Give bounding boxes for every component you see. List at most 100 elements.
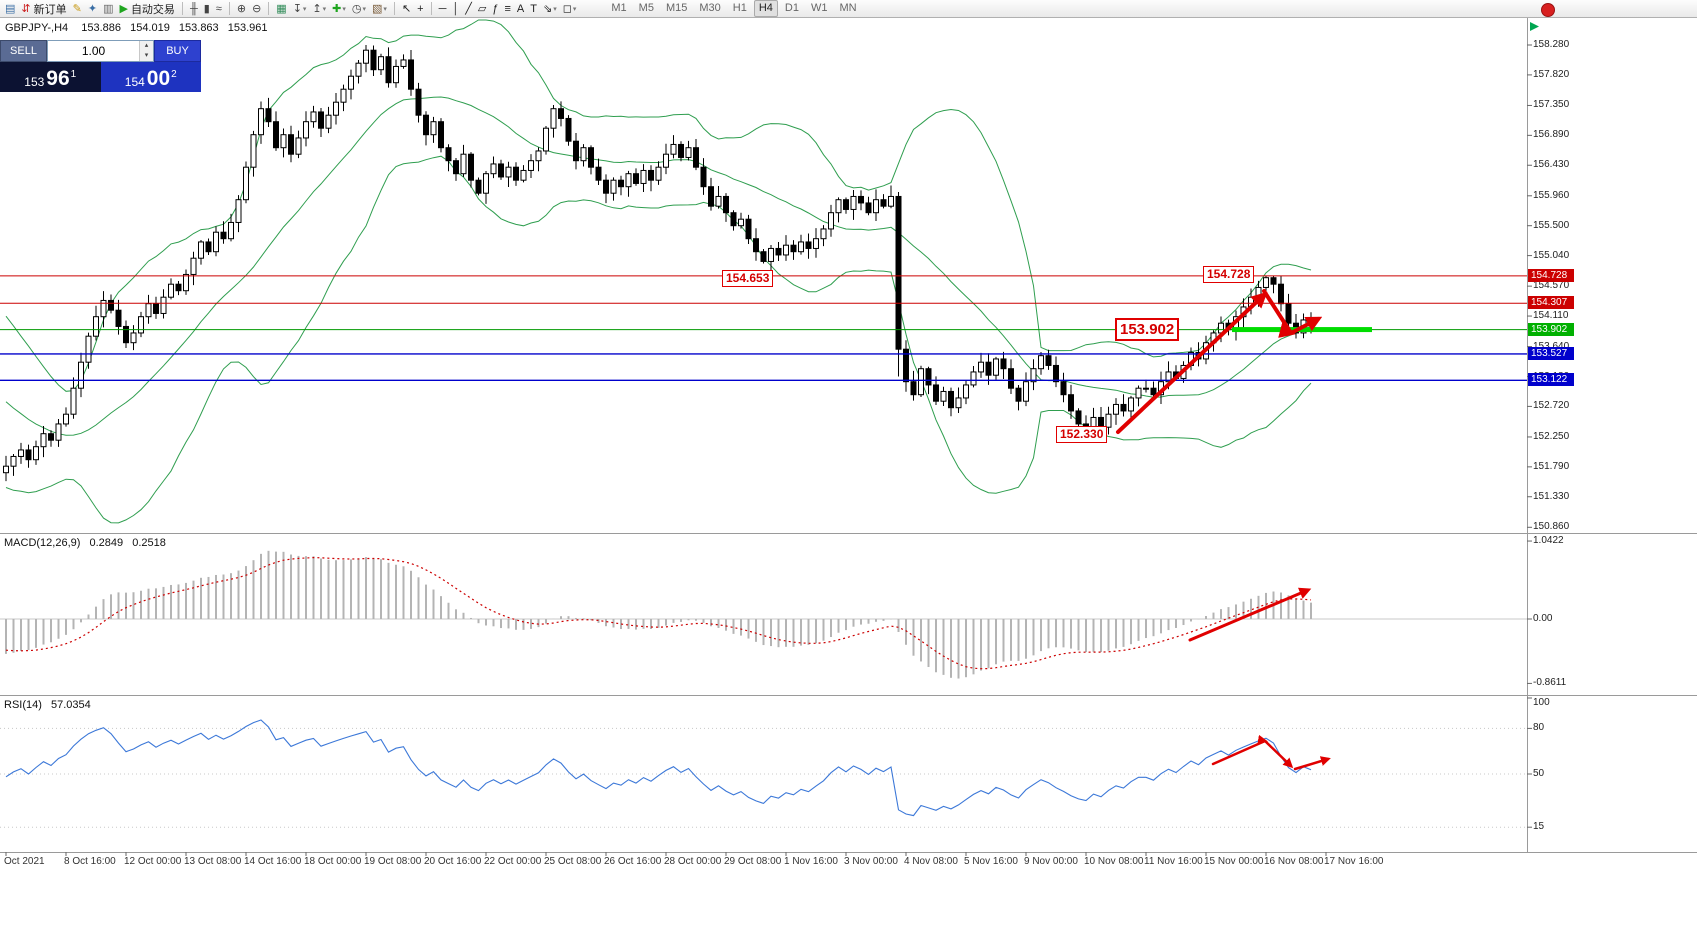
template-icon[interactable]: ↥ ▾ xyxy=(310,1,328,17)
price-annotation-label[interactable]: 154.653 xyxy=(722,270,774,287)
price-axis-label: 156.430 xyxy=(1533,159,1570,171)
time-axis-label: 18 Oct 00:00 xyxy=(304,856,362,867)
indicator-window-icon-dropdown: ▾ xyxy=(302,5,307,13)
period-clock-icon-dropdown: ▾ xyxy=(362,5,367,13)
timeframe-w1[interactable]: W1 xyxy=(810,2,828,14)
volume-increase-button[interactable]: ▴ xyxy=(140,41,153,51)
sell-button[interactable]: SELL xyxy=(0,40,47,62)
bar-chart-icon[interactable]: ╫ xyxy=(188,1,200,17)
text-label-icon[interactable]: T xyxy=(528,1,539,17)
sell-price-display[interactable]: 153 96 1 xyxy=(0,62,101,92)
price-axis-label: 156.890 xyxy=(1533,129,1570,141)
metaeditor-icon[interactable]: ✎ xyxy=(71,1,84,17)
buy-button[interactable]: BUY xyxy=(154,40,201,62)
macd-axis-label: 0.00 xyxy=(1533,613,1553,624)
toolbar-separator xyxy=(228,2,230,15)
candlestick-chart-icon: ▮ xyxy=(203,2,210,15)
community-icon[interactable] xyxy=(1541,3,1555,17)
autotrading-button[interactable]: ▶ 自动交易 xyxy=(117,1,176,17)
vertical-line-icon: │ xyxy=(452,2,460,15)
price-axis-label: 155.500 xyxy=(1533,219,1570,231)
text-icon[interactable]: A xyxy=(515,1,526,17)
volume-field[interactable]: 1.00 ▴ ▾ xyxy=(47,40,154,62)
time-axis-label: 22 Oct 00:00 xyxy=(484,856,542,867)
add-indicator-icon-dropdown: ▾ xyxy=(342,5,346,13)
candlestick-chart-icon[interactable]: ▮ xyxy=(202,1,212,17)
chart-edit-icon[interactable]: ▧ ▾ xyxy=(370,1,389,17)
vertical-line-icon[interactable]: │ xyxy=(450,1,461,17)
chart-edit-icon: ▧ xyxy=(372,2,383,15)
new-chart-icon[interactable]: ▤ xyxy=(3,1,17,17)
price-axis-label: 158.280 xyxy=(1533,39,1570,50)
timeframe-m5[interactable]: M5 xyxy=(638,2,654,14)
time-axis-label: 15 Nov 00:00 xyxy=(1204,856,1264,867)
time-axis-label: 25 Oct 08:00 xyxy=(544,856,602,867)
objects-list-icon[interactable]: ≡ xyxy=(502,1,512,17)
fibonacci-icon: ƒ xyxy=(492,2,499,15)
line-chart-icon[interactable]: ≈ xyxy=(214,1,224,17)
horizontal-line-icon[interactable]: ─ xyxy=(437,1,449,17)
rsi-zigzag-arrow xyxy=(1211,734,1294,769)
shapes-icon[interactable]: ◻ ▾ xyxy=(561,1,579,17)
price-tag: 153.122 xyxy=(1528,373,1574,387)
autotrading-button-label: 自动交易 xyxy=(130,3,175,16)
text-label-icon: T xyxy=(530,2,537,15)
new-order-button[interactable]: ⇵ 新订单 xyxy=(19,1,68,17)
add-indicator-icon[interactable]: ✚ ▾ xyxy=(330,1,348,17)
sell-price-sup: 1 xyxy=(70,69,77,80)
time-axis-label: 10 Nov 08:00 xyxy=(1084,856,1144,867)
volume-decrease-button[interactable]: ▾ xyxy=(140,51,153,61)
channel-icon[interactable]: ▱ xyxy=(476,1,488,17)
macd-axis-label: 1.0422 xyxy=(1533,535,1564,547)
timeframe-h1[interactable]: H1 xyxy=(732,2,747,14)
price-annotation-label[interactable]: 154.728 xyxy=(1203,266,1255,283)
buy-price-display[interactable]: 154 00 2 xyxy=(100,62,201,92)
trendline-icon[interactable]: ╱ xyxy=(463,1,474,17)
buy-price-sup: 2 xyxy=(171,69,177,80)
indicator-window-icon[interactable]: ↧ ▾ xyxy=(291,1,309,17)
period-clock-icon[interactable]: ◷ ▾ xyxy=(350,1,368,17)
options-icon[interactable]: ✦ xyxy=(86,1,99,17)
volume-input[interactable]: 1.00 xyxy=(81,44,106,58)
price-annotation-label[interactable]: 152.330 xyxy=(1056,426,1108,443)
time-axis-label: 11 Nov 16:00 xyxy=(1144,856,1203,867)
panel-splitter-macd[interactable] xyxy=(0,530,1697,536)
crosshair-icon[interactable]: + xyxy=(415,1,425,17)
objects-list-icon: ≡ xyxy=(504,2,511,15)
rsi-flat-arrow xyxy=(1293,756,1331,771)
toolbar-separator xyxy=(268,2,270,15)
timeframe-d1[interactable]: D1 xyxy=(784,2,799,14)
timeframe-m30[interactable]: M30 xyxy=(699,2,721,14)
macd-axis-label: -0.8611 xyxy=(1533,677,1567,689)
data-window-icon[interactable]: ▥ xyxy=(101,1,115,17)
macd-label: MACD(12,26,9) xyxy=(4,537,81,549)
fibonacci-icon[interactable]: ƒ xyxy=(490,1,500,17)
macd-main-value: 0.2849 xyxy=(89,537,124,549)
zoom-in-icon[interactable]: ⊕ xyxy=(235,1,248,17)
price-annotation-label[interactable]: 153.902 xyxy=(1115,318,1180,341)
tile-windows-icon[interactable]: ▦ xyxy=(274,1,288,17)
timeframe-mn[interactable]: MN xyxy=(839,2,857,14)
timeframe-h4[interactable]: H4 xyxy=(753,0,778,17)
trendline-icon: ╱ xyxy=(465,2,472,15)
price-axis-label: 153.640 xyxy=(1533,341,1569,353)
symbol-name: GBPJPY-,H4 xyxy=(5,22,69,34)
timeframe-m15[interactable]: M15 xyxy=(665,2,688,14)
buy-price-big: 00 xyxy=(146,67,171,91)
time-axis-label: 1 Nov 16:00 xyxy=(784,856,838,867)
price-axis-label: 154.570 xyxy=(1533,280,1570,292)
time-axis-label: 28 Oct 00:00 xyxy=(664,856,722,867)
rsi-axis-label: 100 xyxy=(1533,697,1550,708)
cursor-icon: ↖ xyxy=(401,2,412,15)
time-axis-label: 26 Oct 16:00 xyxy=(604,856,662,867)
candles-layer xyxy=(3,45,1314,482)
zoom-out-icon[interactable]: ⊖ xyxy=(250,1,263,17)
price-axis-label: 151.790 xyxy=(1533,460,1570,472)
options-icon: ✦ xyxy=(87,2,98,15)
panel-splitter-rsi[interactable] xyxy=(0,692,1697,698)
arrow-objects-icon[interactable]: ⇘ ▾ xyxy=(541,1,559,17)
cursor-icon[interactable]: ↖ xyxy=(400,1,413,17)
timeframe-m1[interactable]: M1 xyxy=(611,2,627,14)
time-axis-label: 13 Oct 08:00 xyxy=(184,856,242,867)
